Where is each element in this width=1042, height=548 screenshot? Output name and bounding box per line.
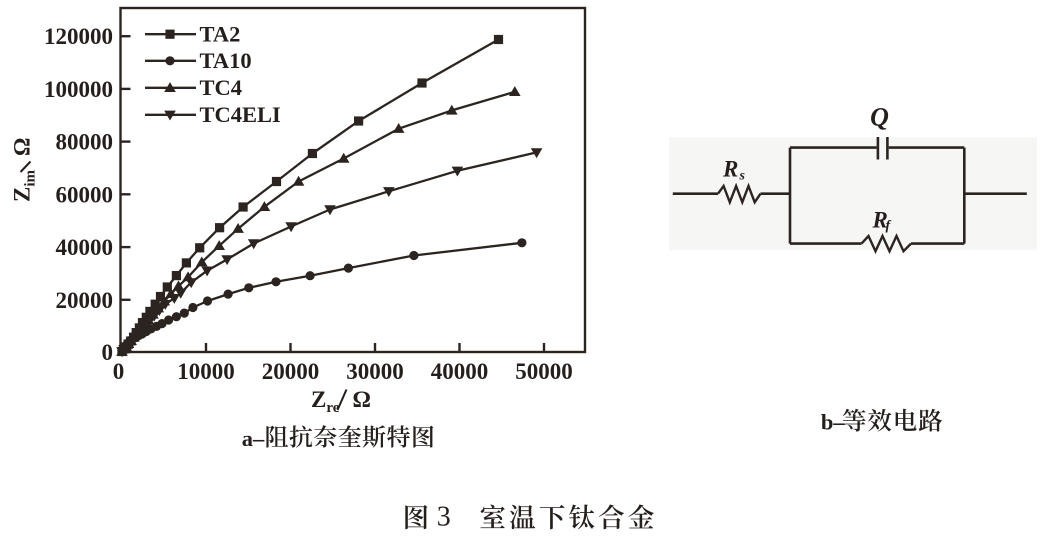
svg-text:Zim: Zim xyxy=(10,169,39,202)
svg-text:f: f xyxy=(886,219,892,234)
svg-text:TA2: TA2 xyxy=(200,22,241,47)
svg-text:TA10: TA10 xyxy=(200,48,252,73)
svg-text:Ω: Ω xyxy=(353,387,371,412)
svg-text:R: R xyxy=(722,156,738,181)
svg-text:0: 0 xyxy=(113,359,125,384)
svg-text:TC4ELI: TC4ELI xyxy=(200,102,281,127)
svg-text:80000: 80000 xyxy=(56,130,114,155)
svg-text:R: R xyxy=(872,208,888,233)
svg-text:120000: 120000 xyxy=(44,24,113,49)
svg-text:Zre: Zre xyxy=(311,387,340,416)
svg-text:a–: a– xyxy=(242,426,265,451)
svg-text:20000: 20000 xyxy=(56,288,114,313)
svg-text:3: 3 xyxy=(437,502,451,533)
svg-text:30000: 30000 xyxy=(346,359,404,384)
svg-text:Q: Q xyxy=(870,103,889,132)
svg-text:40000: 40000 xyxy=(56,235,114,260)
svg-text:s: s xyxy=(739,169,746,184)
svg-text:Ω: Ω xyxy=(10,138,35,156)
svg-text:60000: 60000 xyxy=(56,182,114,207)
svg-text:100000: 100000 xyxy=(44,77,113,102)
svg-text:10000: 10000 xyxy=(177,359,235,384)
svg-text:20000: 20000 xyxy=(262,359,320,384)
svg-text:TC4: TC4 xyxy=(200,75,243,100)
svg-text:40000: 40000 xyxy=(431,359,489,384)
svg-text:b–: b– xyxy=(821,410,846,435)
svg-text:50000: 50000 xyxy=(515,359,573,384)
svg-text:0: 0 xyxy=(102,340,114,365)
